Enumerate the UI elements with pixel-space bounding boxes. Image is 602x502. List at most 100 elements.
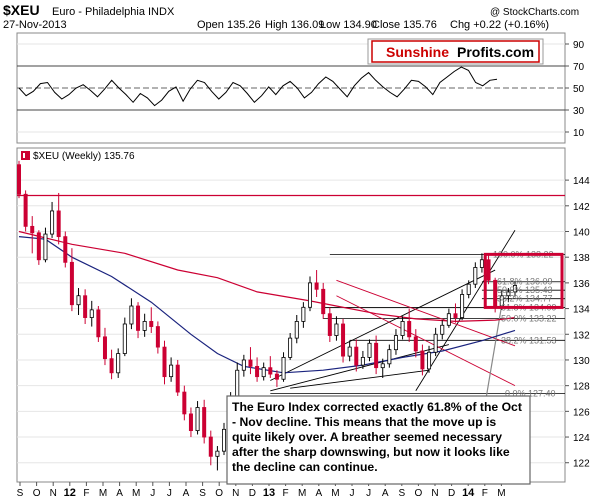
x-tick-label: D: [249, 488, 256, 499]
candle-body: [294, 321, 299, 339]
candle-body: [466, 283, 471, 295]
candle-body: [347, 346, 352, 357]
candle-body: [261, 367, 266, 378]
candle-body: [30, 225, 35, 234]
candle-body: [235, 369, 240, 398]
support-trend-line: [270, 269, 496, 381]
candle-body: [116, 353, 121, 374]
rsi-tick-label: 70: [573, 62, 585, 73]
x-tick-label: J: [350, 488, 355, 499]
x-tick-label: J: [167, 488, 172, 499]
svg-text:Profits.com: Profits.com: [457, 44, 534, 60]
candle-body: [268, 367, 273, 375]
candle-body: [23, 193, 28, 227]
candle-body: [393, 335, 398, 351]
candle-body: [321, 288, 326, 315]
x-tick-label: 13: [263, 487, 275, 499]
candle-body: [407, 321, 412, 338]
price-tick-label: 126: [573, 407, 590, 418]
candle-body: [89, 309, 94, 318]
candle-body: [420, 350, 425, 370]
x-tick-label: M: [497, 488, 505, 499]
candle-body: [83, 295, 88, 318]
candle-body: [374, 342, 379, 369]
svg-text:Sunshine: Sunshine: [386, 44, 449, 60]
support-trend-line: [290, 369, 430, 389]
x-tick-label: N: [431, 488, 438, 499]
candle-body: [195, 407, 200, 432]
chart-symbol: $XEU: [3, 2, 40, 18]
x-tick-label: F: [283, 488, 289, 499]
candle-body: [473, 267, 478, 285]
candle-body: [129, 305, 134, 325]
support-trend-line: [270, 344, 449, 392]
rsi-tick-label: 50: [573, 84, 585, 95]
candle-body: [208, 436, 213, 457]
candle-body: [222, 428, 227, 452]
candle-body: [96, 309, 101, 338]
candle-body: [513, 285, 518, 293]
candle-body: [69, 261, 74, 306]
fib-level-label: 0.0% 127.40: [505, 388, 556, 398]
candle-body: [506, 291, 511, 297]
candle-body: [142, 321, 147, 331]
x-tick-label: J: [366, 488, 371, 499]
candle-body: [56, 210, 61, 238]
x-tick-label: F: [83, 488, 89, 499]
candle-body: [327, 313, 332, 336]
x-tick-label: A: [183, 488, 190, 499]
rsi-tick-label: 10: [573, 128, 585, 139]
candle-body: [155, 326, 160, 348]
candle-body: [188, 413, 193, 432]
price-tick-label: 128: [573, 382, 590, 393]
x-tick-label: S: [17, 488, 24, 499]
fib-level-label: 50.0% 133.22: [501, 314, 557, 324]
candle-body: [281, 356, 286, 380]
candle-body: [50, 210, 55, 235]
x-axis: S O N 12 F M A M J J A S O N D 13 F M A M J J A S O N D 14 F M: [17, 482, 506, 499]
rsi-tick-label: 30: [573, 106, 585, 117]
candle-body: [354, 346, 359, 366]
x-tick-label: J: [150, 488, 155, 499]
x-tick-label: M: [331, 488, 339, 499]
x-tick-label: S: [398, 488, 405, 499]
candle-body: [433, 333, 438, 353]
price-tick-label: 142: [573, 202, 590, 213]
price-tick-label: 140: [573, 228, 590, 239]
support-trend-line: [415, 229, 516, 392]
fib-level-label: 50.0% 135.43: [497, 285, 553, 295]
x-tick-label: M: [99, 488, 107, 499]
candle-body: [360, 356, 365, 366]
x-tick-label: 14: [462, 487, 475, 499]
rsi-tick-label: 90: [573, 40, 585, 51]
quote-change: Chg +0.22 (+0.16%): [450, 19, 549, 31]
candle-body: [169, 364, 174, 378]
candle-body: [486, 259, 491, 281]
fib-level-label: 61.8% 136.09: [497, 277, 553, 287]
price-tick-label: 124: [573, 433, 590, 444]
resistance-trend-line: [336, 279, 516, 347]
fib-level-label: 38.2% 134.77: [497, 294, 553, 304]
price-tick-label: 122: [573, 459, 590, 470]
candle-body: [16, 164, 21, 195]
candle-body: [215, 450, 220, 457]
candle-body: [301, 306, 306, 322]
annotation-text: The Euro Index corrected exactly 61.8% o…: [232, 400, 522, 474]
x-tick-label: 12: [64, 487, 76, 499]
candle-body: [400, 321, 405, 336]
x-tick-label: M: [298, 488, 306, 499]
resistance-zone-box: [483, 252, 564, 309]
candle-body: [440, 324, 445, 335]
candle-body: [453, 313, 458, 318]
candle-body: [341, 323, 346, 357]
x-tick-label: S: [199, 488, 206, 499]
price-tick-label: 138: [573, 253, 590, 264]
svg-text:$XEU (Weekly) 135.76: $XEU (Weekly) 135.76: [33, 151, 135, 162]
x-tick-label: A: [116, 488, 123, 499]
candle-body: [136, 305, 141, 331]
price-tick-label: 144: [573, 176, 590, 187]
candle-body: [479, 259, 484, 268]
chart-name: Euro - Philadelphia INDX: [52, 6, 175, 18]
candle-body: [367, 342, 372, 358]
